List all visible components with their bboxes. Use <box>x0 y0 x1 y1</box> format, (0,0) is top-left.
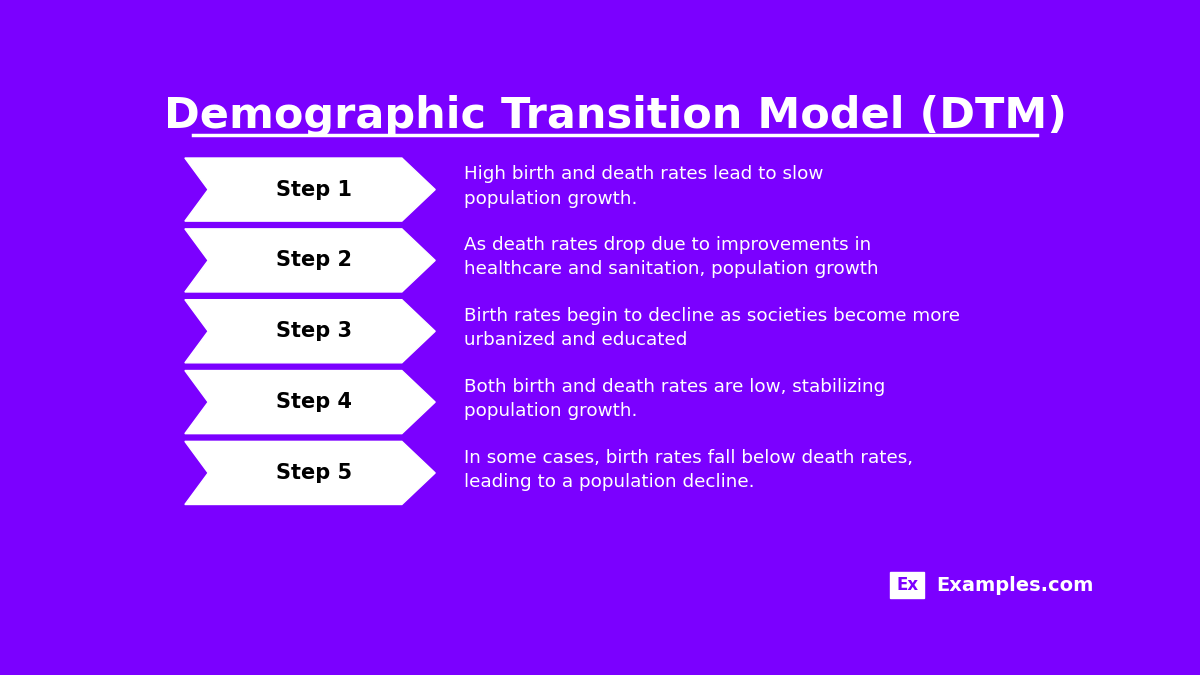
Text: Step 4: Step 4 <box>276 392 352 412</box>
Text: Examples.com: Examples.com <box>936 576 1093 595</box>
Text: Step 5: Step 5 <box>276 463 352 483</box>
Polygon shape <box>185 158 436 221</box>
Text: As death rates drop due to improvements in
healthcare and sanitation, population: As death rates drop due to improvements … <box>464 236 878 279</box>
Polygon shape <box>185 229 436 292</box>
Text: Both birth and death rates are low, stabilizing
population growth.: Both birth and death rates are low, stab… <box>464 378 886 420</box>
Text: Step 1: Step 1 <box>276 180 352 200</box>
Polygon shape <box>185 441 436 504</box>
Text: Birth rates begin to decline as societies become more
urbanized and educated: Birth rates begin to decline as societie… <box>464 307 960 350</box>
Text: Step 3: Step 3 <box>276 321 352 342</box>
Text: Demographic Transition Model (DTM): Demographic Transition Model (DTM) <box>163 95 1067 136</box>
Text: Ex: Ex <box>896 576 918 595</box>
Text: Step 2: Step 2 <box>276 250 352 271</box>
Text: High birth and death rates lead to slow
population growth.: High birth and death rates lead to slow … <box>464 165 823 208</box>
Text: In some cases, birth rates fall below death rates,
leading to a population decli: In some cases, birth rates fall below de… <box>464 449 913 491</box>
Polygon shape <box>185 371 436 433</box>
FancyBboxPatch shape <box>890 572 924 599</box>
Polygon shape <box>185 300 436 363</box>
